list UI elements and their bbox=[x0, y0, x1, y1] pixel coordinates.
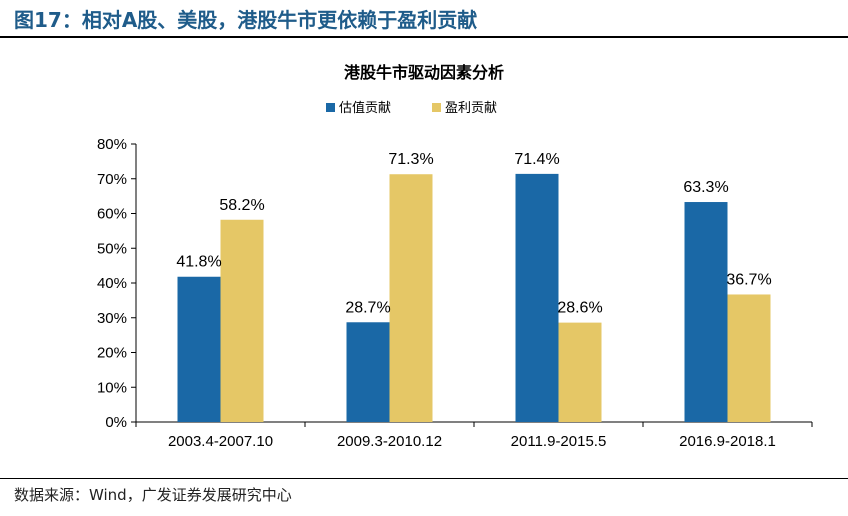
x-tick-label: 2009.3-2010.12 bbox=[337, 433, 442, 450]
data-labels: 41.8% 58.2% 28.7% 71.3% 71.4% 28.6% 63.3% 36.7% bbox=[176, 151, 771, 317]
bar-series-1 bbox=[346, 322, 390, 422]
source-note: 数据来源：Wind，广发证券发展研究中心 bbox=[14, 486, 292, 504]
bar-series-2 bbox=[727, 294, 771, 422]
bar-series-2 bbox=[558, 322, 602, 422]
bar-series-1 bbox=[177, 276, 221, 422]
bar-series-2 bbox=[220, 219, 264, 422]
y-tick-label: 10% bbox=[97, 379, 127, 396]
bar-series-1 bbox=[684, 202, 728, 422]
y-tick-label: 40% bbox=[97, 275, 127, 292]
data-label: 36.7% bbox=[726, 271, 771, 288]
legend-swatch-2 bbox=[432, 103, 441, 112]
bar-chart: 港股牛市驱动因素分析 估值贡献 盈利贡献 0% 10% 20% 30% 40% 50% 60%… bbox=[97, 63, 813, 450]
bar-series-1 bbox=[515, 173, 559, 422]
top-rule bbox=[0, 36, 848, 38]
figure-title: 图17：相对A股、美股，港股牛市更依赖于盈利贡献 bbox=[14, 8, 478, 32]
y-tick-label: 60% bbox=[97, 206, 127, 223]
axes: 0% 10% 20% 30% 40% 50% 60% 70% 80% 2003.4-2007.10… bbox=[97, 136, 813, 450]
y-tick-label: 30% bbox=[97, 310, 127, 327]
data-label: 28.7% bbox=[345, 299, 390, 316]
data-label: 63.3% bbox=[683, 179, 728, 196]
y-tick-label: 70% bbox=[97, 171, 127, 188]
x-tick-label: 2016.9-2018.1 bbox=[679, 433, 776, 450]
y-tick-label: 0% bbox=[105, 414, 127, 431]
data-label: 41.8% bbox=[176, 254, 221, 271]
bar-series-2 bbox=[389, 174, 433, 422]
legend: 估值贡献 盈利贡献 bbox=[326, 100, 497, 116]
y-tick-label: 20% bbox=[97, 345, 127, 362]
chart-title: 港股牛市驱动因素分析 bbox=[344, 63, 504, 82]
bars bbox=[177, 173, 771, 422]
legend-label-2: 盈利贡献 bbox=[445, 101, 497, 116]
data-label: 71.3% bbox=[388, 151, 433, 168]
data-label: 28.6% bbox=[557, 300, 602, 317]
legend-label-1: 估值贡献 bbox=[339, 100, 391, 116]
y-tick-label: 50% bbox=[97, 240, 127, 257]
legend-swatch-1 bbox=[326, 103, 335, 112]
x-tick-label: 2011.9-2015.5 bbox=[511, 433, 607, 450]
data-label: 58.2% bbox=[219, 197, 264, 214]
x-tick-label: 2003.4-2007.10 bbox=[168, 433, 273, 450]
bottom-rule bbox=[0, 478, 848, 479]
data-label: 71.4% bbox=[514, 151, 559, 168]
y-tick-label: 80% bbox=[97, 136, 127, 153]
